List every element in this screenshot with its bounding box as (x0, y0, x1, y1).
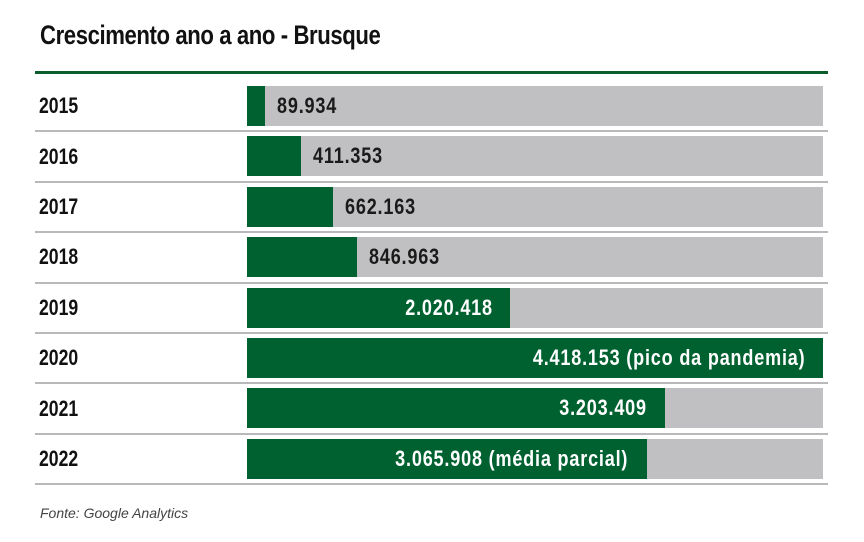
bar-row: 2020 4.418.153 (pico da pandemia) (35, 334, 828, 385)
bar-rows: 2015 89.934 2016 411.353 2017 662.163 2018 846.… (35, 82, 828, 486)
bar (247, 136, 301, 177)
data-label: 3.065.908 (média parcial) (395, 445, 629, 471)
bar-row: 2018 846.963 (35, 233, 828, 284)
category-label: 2020 (39, 345, 79, 371)
bar-row: 2017 662.163 (35, 183, 828, 234)
category-label: 2019 (39, 294, 79, 320)
bar-row: 2019 2.020.418 (35, 284, 828, 334)
bar-row: 2021 3.203.409 (35, 384, 828, 435)
data-label: 3.203.409 (559, 395, 647, 421)
bar (247, 388, 665, 429)
data-label: 4.418.153 (pico da pandemia) (532, 344, 805, 370)
category-label: 2021 (39, 395, 79, 421)
data-label: 89.934 (277, 93, 338, 118)
bar-track: 846.963 (247, 237, 823, 278)
title-rule (35, 71, 828, 74)
category-label: 2015 (39, 93, 79, 119)
bar-track: 4.418.153 (pico da pandemia) (247, 337, 823, 378)
data-label: 2.020.418 (404, 294, 493, 320)
bar-track: 89.934 (247, 86, 823, 126)
bar-track: 2.020.418 (247, 287, 823, 328)
category-label: 2017 (39, 193, 79, 219)
bar (247, 237, 358, 278)
bar (247, 287, 511, 328)
bar-track: 3.203.409 (247, 388, 823, 429)
bar-track: 411.353 (247, 136, 823, 177)
bar (247, 186, 334, 227)
data-label: 411.353 (312, 143, 383, 169)
source-note: Fonte: Google Analytics (40, 505, 189, 521)
bar-row: 2015 89.934 (35, 82, 828, 133)
category-label: 2016 (39, 143, 79, 169)
bar-row: 2016 411.353 (35, 132, 828, 183)
category-label: 2022 (39, 445, 79, 471)
bar-row: 2022 3.065.908 (média parcial) (35, 435, 828, 486)
bar-track: 662.163 (247, 186, 823, 227)
chart-title: Crescimento ano a ano - Brusque (40, 20, 381, 50)
data-label: 846.963 (369, 244, 441, 270)
bar (247, 337, 823, 378)
bar (247, 86, 265, 126)
bar (247, 438, 647, 479)
category-label: 2018 (39, 244, 79, 270)
bar-track: 3.065.908 (média parcial) (247, 438, 823, 479)
data-label: 662.163 (345, 193, 417, 219)
